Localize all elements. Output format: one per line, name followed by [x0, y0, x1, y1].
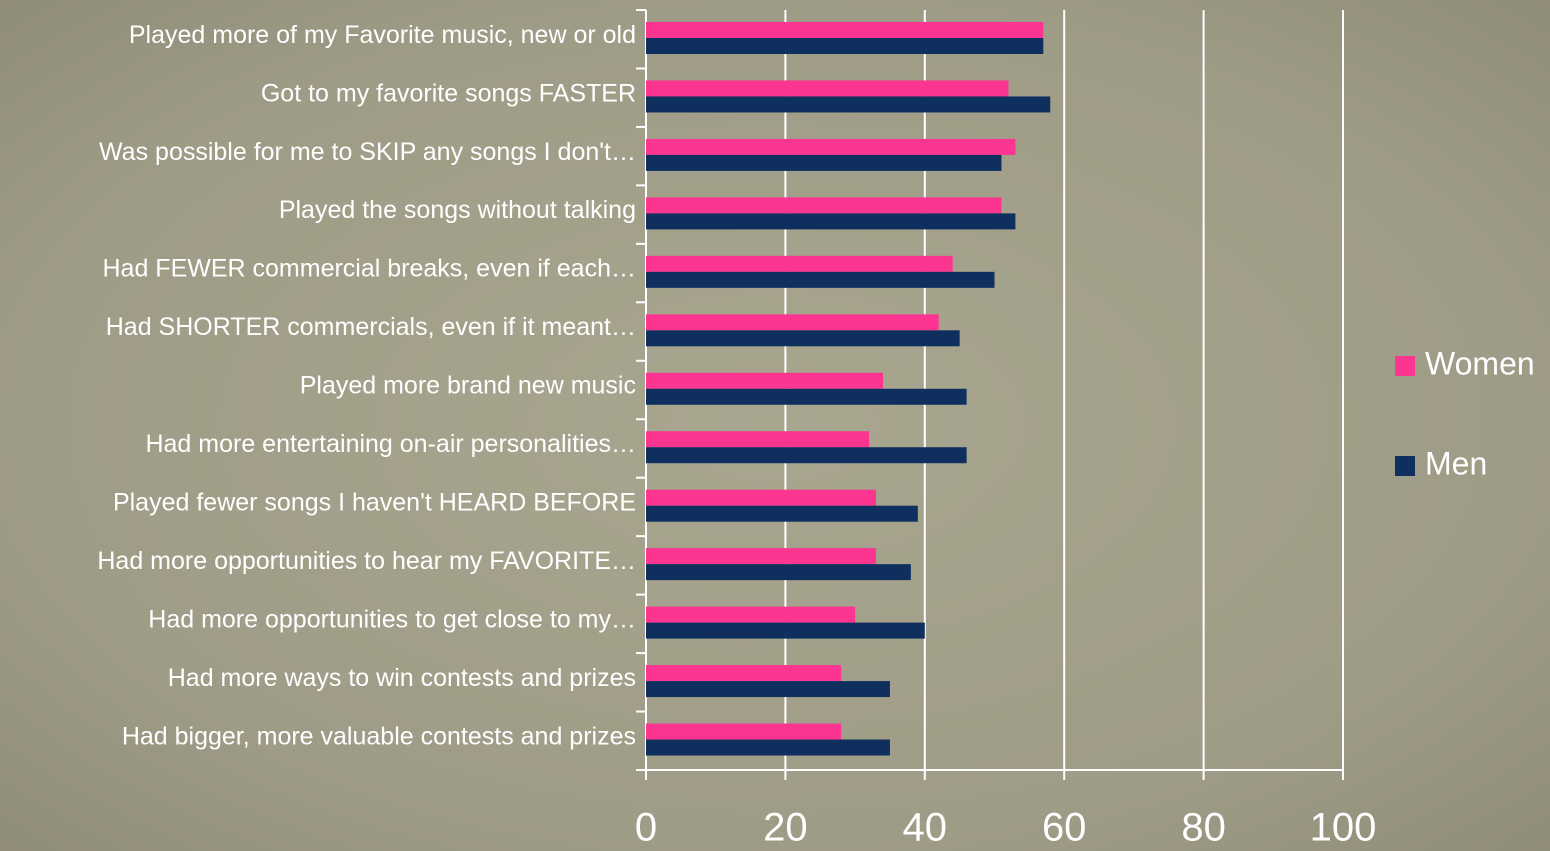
y-tick-label: Got to my favorite songs FASTER [261, 79, 636, 107]
bar [646, 505, 918, 522]
bar [646, 271, 995, 288]
y-tick-label: Played more of my Favorite music, new or… [129, 21, 636, 49]
y-tick-label: Had more opportunities to hear my FAVORI… [97, 547, 636, 575]
bar [646, 96, 1051, 113]
bar [646, 314, 939, 331]
bar [646, 665, 842, 682]
bar [646, 564, 911, 581]
y-tick-label: Had more ways to win contests and prizes [168, 664, 636, 692]
x-tick-label: 20 [763, 806, 808, 850]
bar [646, 330, 960, 347]
bar [646, 197, 1002, 214]
legend-label: Women [1425, 345, 1535, 381]
bar [646, 447, 967, 464]
y-tick-label: Had more opportunities to get close to m… [148, 605, 636, 633]
y-tick-label: Had FEWER commercial breaks, even if eac… [102, 255, 636, 283]
bar [646, 372, 883, 389]
bar [646, 681, 890, 698]
legend-label: Men [1425, 445, 1487, 481]
y-tick-label: Played fewer songs I haven't HEARD BEFOR… [113, 489, 636, 517]
x-tick-label: 0 [635, 806, 657, 850]
bar [646, 739, 890, 756]
y-tick-label: Played more brand new music [300, 372, 636, 400]
legend-swatch [1395, 456, 1415, 476]
y-tick-label: Was possible for me to SKIP any songs I … [99, 138, 636, 166]
bar [646, 606, 856, 623]
bar [646, 255, 953, 272]
bar [646, 723, 842, 740]
bar [646, 38, 1044, 54]
bar [646, 622, 925, 639]
y-tick-label: Played the songs without talking [279, 196, 636, 224]
y-tick-label: Had SHORTER commercials, even if it mean… [106, 313, 636, 341]
bar [646, 548, 877, 565]
legend-swatch [1395, 356, 1415, 376]
y-tick-label: Had bigger, more valuable contests and p… [122, 722, 636, 750]
bar [646, 138, 1016, 155]
x-tick-label: 100 [1310, 806, 1377, 850]
bar [646, 213, 1016, 230]
bar [646, 80, 1009, 97]
x-tick-label: 60 [1042, 806, 1087, 850]
x-tick-label: 40 [903, 806, 948, 850]
bar [646, 22, 1044, 38]
y-tick-label: Had more entertaining on-air personaliti… [145, 430, 636, 458]
bar [646, 431, 870, 448]
bar [646, 154, 1002, 171]
x-tick-label: 80 [1181, 806, 1226, 850]
bar [646, 388, 967, 405]
bar [646, 489, 877, 506]
